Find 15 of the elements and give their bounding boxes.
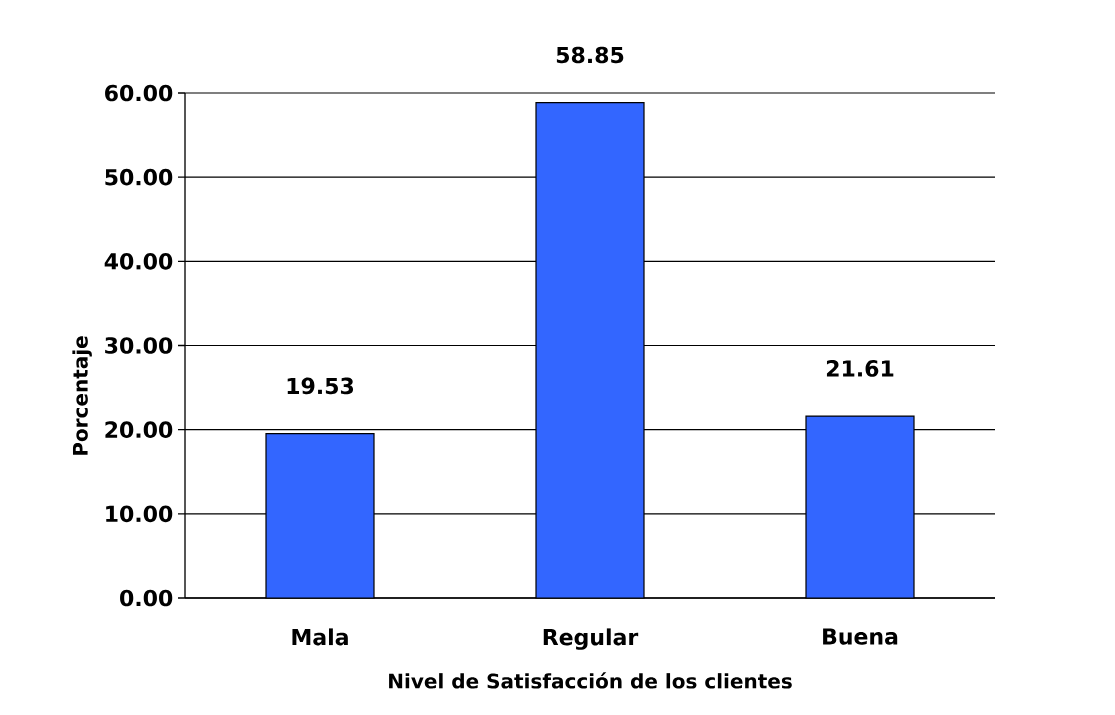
x-tick-label: Mala bbox=[292, 628, 348, 646]
x-axis-title: Nivel de Satisfacción de los clientes bbox=[389, 672, 792, 689]
y-axis-title: Porcentaje bbox=[72, 336, 92, 455]
data-label: 58.85 bbox=[556, 46, 624, 64]
x-tick-label: Buena bbox=[823, 628, 898, 645]
x-tick-label: Regular bbox=[543, 628, 639, 650]
y-tick-label: 50.00 bbox=[105, 168, 173, 186]
y-tick-label: 20.00 bbox=[105, 421, 173, 438]
data-label: 19.53 bbox=[287, 377, 354, 395]
y-tick-label: 60.00 bbox=[105, 84, 173, 102]
y-tick-label: 30.00 bbox=[105, 337, 173, 354]
y-tick-label: 0.00 bbox=[120, 589, 173, 607]
y-tick-label: 10.00 bbox=[106, 505, 173, 523]
y-tick-label: 40.00 bbox=[104, 253, 173, 270]
data-label: 21.61 bbox=[826, 360, 894, 377]
